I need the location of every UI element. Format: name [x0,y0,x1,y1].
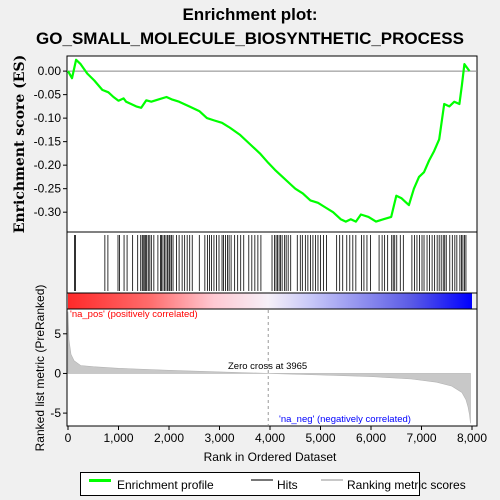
es-y-tick-label: -0.10 [34,111,62,125]
chart-title: Enrichment plot: [182,5,317,24]
x-axis-label: Rank in Ordered Dataset [204,450,337,464]
es-y-tick-label: -0.25 [34,182,62,196]
es-y-tick-label: -0.30 [34,205,62,219]
y-axis-label-es: Enrichment score (ES) [12,55,28,233]
legend-item-hits: Hits [277,478,298,492]
legend-item-ranking-metric: Ranking metric scores [347,478,466,492]
es-y-tick-label: -0.20 [34,158,62,172]
metric-y-tick-label: 0 [54,366,61,380]
x-tick-label: 0 [65,431,72,445]
es-y-tick-label: -0.05 [34,88,62,102]
ranking-metric-area [67,311,471,424]
legend-swatch-metric [321,479,343,481]
x-tick-label: 7,000 [406,431,436,445]
es-y-tick-label: -0.15 [34,135,62,149]
metric-y-tick-label: -5 [50,406,61,420]
x-tick-label: 3,000 [204,431,234,445]
chart-subtitle: GO_SMALL_MOLECULE_BIOSYNTHETIC_PROCESS [36,29,464,48]
zero-cross-label: Zero cross at 3965 [228,361,307,372]
rank-color-bar [68,293,472,309]
x-tick-label: 1,000 [103,431,133,445]
legend-item-enrichment-profile: Enrichment profile [117,478,214,492]
metric-panel [66,308,478,427]
es-panel [66,55,478,233]
x-tick-label: 8,000 [457,431,487,445]
legend-swatch-profile [89,479,111,482]
x-tick-label: 5,000 [305,431,335,445]
x-tick-label: 4,000 [255,431,285,445]
pos-correlation-label: 'na_pos' (positively correlated) [70,309,198,320]
neg-correlation-label: 'na_neg' (negatively correlated) [279,414,411,425]
es-y-tick-label: 0.00 [38,64,62,78]
x-tick-label: 2,000 [154,431,184,445]
legend: Enrichment profile Hits Ranking metric s… [80,472,466,496]
metric-y-tick-label: 5 [54,327,61,341]
enrichment-profile-line [67,58,471,223]
legend-swatch-hits [251,479,273,481]
x-tick-label: 6,000 [356,431,386,445]
y-axis-label-metric: Ranked list metric (PreRanked) [33,285,47,452]
